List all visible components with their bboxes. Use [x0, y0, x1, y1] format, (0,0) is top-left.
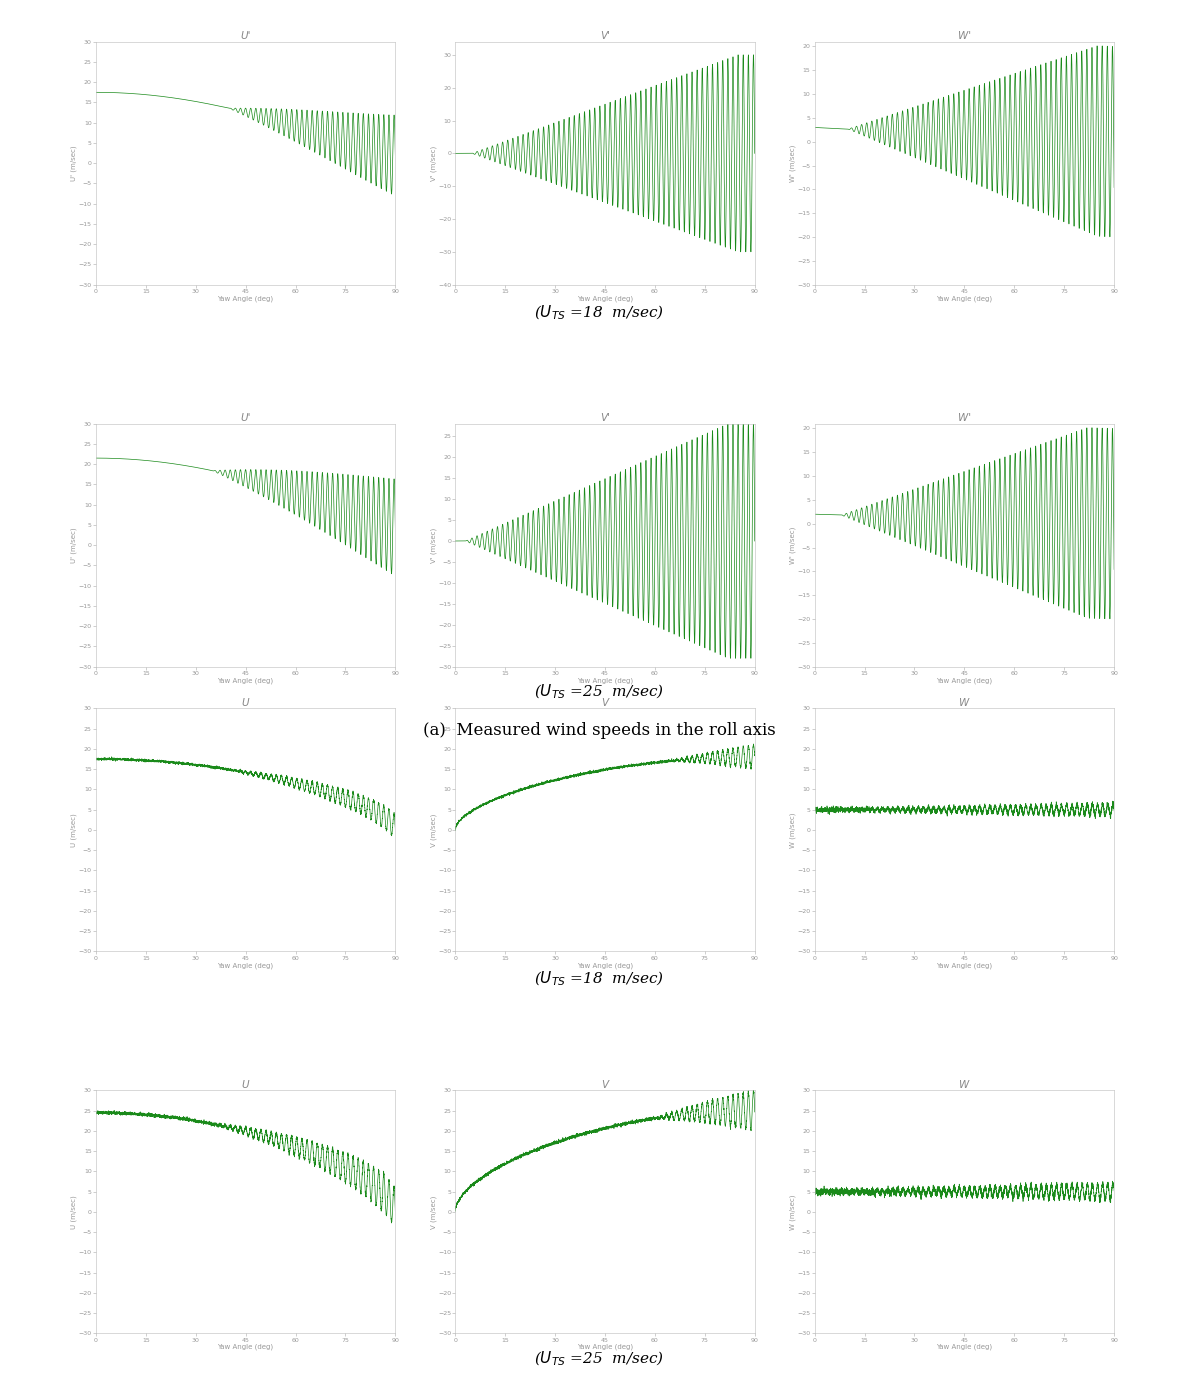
Y-axis label: U' (m/sec): U' (m/sec): [71, 528, 77, 563]
Title: U: U: [242, 697, 249, 707]
Title: W: W: [960, 697, 969, 707]
Title: U': U': [241, 413, 250, 422]
X-axis label: Yaw Angle (deg): Yaw Angle (deg): [218, 963, 273, 968]
X-axis label: Yaw Angle (deg): Yaw Angle (deg): [577, 963, 633, 968]
Y-axis label: U' (m/sec): U' (m/sec): [71, 146, 77, 181]
Title: V': V': [600, 413, 610, 422]
Y-axis label: V (m/sec): V (m/sec): [430, 813, 436, 847]
Text: ($U_{TS}$ =25  m/sec): ($U_{TS}$ =25 m/sec): [534, 682, 664, 701]
Y-axis label: U (m/sec): U (m/sec): [71, 813, 77, 847]
Title: W': W': [958, 413, 970, 422]
Y-axis label: W (m/sec): W (m/sec): [789, 813, 795, 847]
Text: (a)  Measured wind speeds in the roll axis: (a) Measured wind speeds in the roll axi…: [423, 722, 775, 739]
Title: V: V: [601, 697, 609, 707]
Title: W: W: [960, 1079, 969, 1089]
Y-axis label: W' (m/sec): W' (m/sec): [789, 526, 795, 564]
Title: U: U: [242, 1079, 249, 1089]
X-axis label: Yaw Angle (deg): Yaw Angle (deg): [937, 1345, 992, 1350]
Title: W': W': [958, 31, 970, 40]
X-axis label: Yaw Angle (deg): Yaw Angle (deg): [577, 296, 633, 301]
Y-axis label: V (m/sec): V (m/sec): [430, 1195, 436, 1229]
X-axis label: Yaw Angle (deg): Yaw Angle (deg): [577, 678, 633, 683]
X-axis label: Yaw Angle (deg): Yaw Angle (deg): [218, 678, 273, 683]
X-axis label: Yaw Angle (deg): Yaw Angle (deg): [937, 678, 992, 683]
Y-axis label: W' (m/sec): W' (m/sec): [789, 144, 795, 182]
Y-axis label: W (m/sec): W (m/sec): [789, 1195, 795, 1229]
X-axis label: Yaw Angle (deg): Yaw Angle (deg): [218, 1345, 273, 1350]
Text: ($U_{TS}$ =25  m/sec): ($U_{TS}$ =25 m/sec): [534, 1349, 664, 1368]
Text: ($U_{TS}$ =18  m/sec): ($U_{TS}$ =18 m/sec): [534, 303, 664, 322]
Y-axis label: V' (m/sec): V' (m/sec): [430, 146, 436, 181]
Title: V': V': [600, 31, 610, 40]
X-axis label: Yaw Angle (deg): Yaw Angle (deg): [577, 1345, 633, 1350]
Text: ($U_{TS}$ =18  m/sec): ($U_{TS}$ =18 m/sec): [534, 970, 664, 989]
X-axis label: Yaw Angle (deg): Yaw Angle (deg): [218, 296, 273, 301]
Y-axis label: U (m/sec): U (m/sec): [71, 1195, 77, 1229]
Title: U': U': [241, 31, 250, 40]
Y-axis label: V' (m/sec): V' (m/sec): [430, 528, 436, 563]
X-axis label: Yaw Angle (deg): Yaw Angle (deg): [937, 963, 992, 968]
Title: V: V: [601, 1079, 609, 1089]
X-axis label: Yaw Angle (deg): Yaw Angle (deg): [937, 296, 992, 301]
